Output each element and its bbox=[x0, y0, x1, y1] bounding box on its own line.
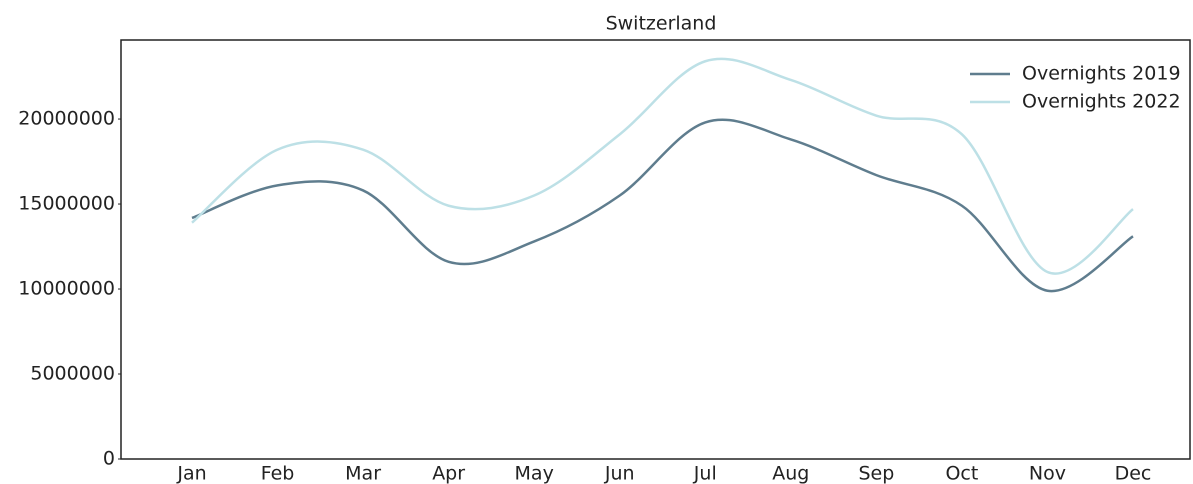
x-tick-label: Nov bbox=[1029, 463, 1066, 484]
chart-title: Switzerland bbox=[606, 13, 717, 35]
x-tick-label: Oct bbox=[945, 463, 978, 484]
x-tick-label: Jul bbox=[693, 463, 717, 484]
x-tick-label: May bbox=[515, 463, 554, 484]
y-tick-label: 15000000 bbox=[18, 193, 115, 215]
legend-label: Overnights 2022 bbox=[1022, 91, 1181, 113]
plot-frame bbox=[120, 39, 1191, 460]
x-tick-label: Jan bbox=[176, 463, 206, 484]
x-tick-label: Aug bbox=[772, 463, 809, 484]
x-tick-label: Dec bbox=[1115, 463, 1152, 484]
x-tick-label: Sep bbox=[858, 463, 894, 484]
x-tick-label: Jun bbox=[604, 463, 635, 484]
x-tick-label: Mar bbox=[345, 463, 381, 484]
x-tick-label: Apr bbox=[432, 463, 465, 484]
y-tick-label: 5000000 bbox=[30, 363, 115, 385]
y-tick-label: 0 bbox=[103, 448, 115, 470]
y-tick-label: 20000000 bbox=[18, 108, 115, 130]
legend-label: Overnights 2019 bbox=[1022, 63, 1181, 85]
x-tick-label: Feb bbox=[261, 463, 295, 484]
y-tick-label: 10000000 bbox=[18, 278, 115, 300]
line-series bbox=[191, 57, 1134, 275]
line-series bbox=[191, 118, 1134, 293]
